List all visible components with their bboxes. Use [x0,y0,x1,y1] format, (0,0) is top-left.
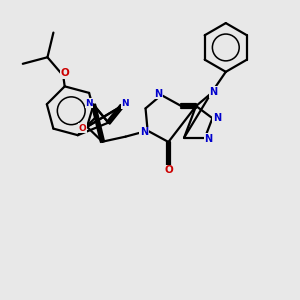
Text: N: N [122,99,129,108]
Text: N: N [85,99,93,108]
Text: O: O [164,165,173,175]
Text: N: N [209,87,218,97]
Text: O: O [60,68,69,78]
Text: N: N [140,127,148,137]
Text: N: N [213,113,221,123]
Text: O: O [79,124,86,133]
Text: N: N [205,134,213,144]
Text: N: N [154,88,162,98]
